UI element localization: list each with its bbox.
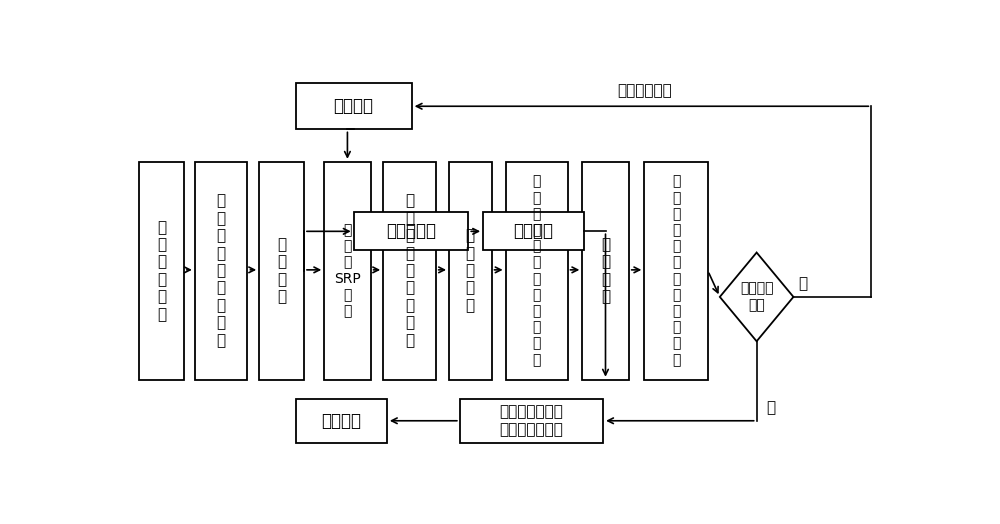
Text: 二
分
类
聚
类: 二 分 类 聚 类 — [466, 228, 475, 313]
FancyBboxPatch shape — [259, 162, 304, 379]
Text: 有
效
数
据
提
取
与
处
理: 有 效 数 据 提 取 与 处 理 — [217, 193, 226, 348]
Text: 平
均
能
量: 平 均 能 量 — [601, 237, 610, 304]
Text: 能
量
与
空
间
位
置
集
合: 能 量 与 空 间 位 置 集 合 — [405, 193, 414, 348]
FancyBboxPatch shape — [506, 162, 568, 379]
Text: 选
取
平
均
能
量
最
大
的
模
式
类: 选 取 平 均 能 量 最 大 的 模 式 类 — [532, 174, 541, 367]
FancyBboxPatch shape — [582, 162, 629, 379]
Text: 原
始
阵
列
数
据: 原 始 阵 列 数 据 — [157, 220, 166, 322]
Text: 改变定位速度: 改变定位速度 — [617, 83, 672, 98]
Text: 损失函数
最小: 损失函数 最小 — [740, 281, 773, 312]
FancyBboxPatch shape — [483, 212, 584, 250]
FancyBboxPatch shape — [460, 399, 603, 443]
FancyBboxPatch shape — [354, 212, 468, 250]
Text: 初始能量: 初始能量 — [513, 222, 553, 241]
FancyBboxPatch shape — [324, 162, 371, 379]
FancyBboxPatch shape — [139, 162, 184, 379]
FancyBboxPatch shape — [383, 162, 436, 379]
Text: 构
建
损
失
函
数
（
评
价
函
数
）: 构 建 损 失 函 数 （ 评 价 函 数 ） — [672, 174, 680, 367]
Text: 震源位置: 震源位置 — [321, 412, 361, 430]
Text: 否: 否 — [798, 276, 807, 291]
Text: 能量谱分析: 能量谱分析 — [386, 222, 436, 241]
FancyBboxPatch shape — [296, 399, 387, 443]
FancyBboxPatch shape — [195, 162, 247, 379]
Text: 是: 是 — [766, 400, 775, 414]
Text: 数
据
分
组: 数 据 分 组 — [277, 237, 286, 304]
Polygon shape — [720, 253, 793, 341]
Text: 不
同
组
SRP
定
位: 不 同 组 SRP 定 位 — [334, 223, 361, 318]
Text: 融合能量最大的
空间位置模式类: 融合能量最大的 空间位置模式类 — [500, 405, 563, 437]
FancyBboxPatch shape — [296, 83, 412, 129]
FancyBboxPatch shape — [644, 162, 708, 379]
FancyBboxPatch shape — [449, 162, 492, 379]
Text: 初始速度: 初始速度 — [334, 97, 374, 115]
